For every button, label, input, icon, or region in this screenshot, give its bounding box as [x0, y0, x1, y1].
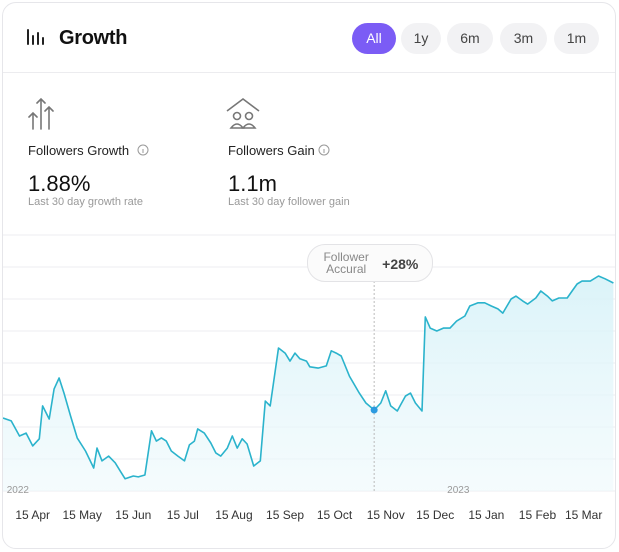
growth-icon	[27, 29, 44, 45]
x-tick-label: 15 Jun	[115, 508, 151, 522]
x-tick-label: 15 Aug	[215, 508, 252, 522]
highlight-point	[370, 406, 378, 414]
divider	[3, 72, 615, 73]
range-tab[interactable]: 1y	[401, 23, 441, 54]
range-tab[interactable]: 1m	[554, 23, 599, 54]
range-tab[interactable]: All	[352, 23, 396, 54]
stat-value: 1.1m	[228, 171, 277, 196]
range-tab[interactable]: 3m	[500, 23, 547, 54]
chart: 15 Apr 15 May 15 Jun 15 Jul 15 Aug 15 Sep 15 O…	[3, 29, 615, 522]
stat-label: Followers Growth	[28, 143, 130, 158]
year-label: 2022	[7, 485, 30, 496]
x-tick-label: 15 Sep	[266, 508, 304, 522]
stat-value: 1.88%	[28, 171, 91, 196]
year-label: 2023	[447, 485, 470, 496]
x-tick-label: 15 Nov	[367, 508, 405, 522]
area	[3, 276, 614, 491]
title: Growth	[59, 27, 128, 49]
x-tick-label: 15 Apr	[15, 508, 50, 522]
followers-gain-icon	[226, 98, 260, 129]
info-icon	[318, 144, 330, 156]
info-icon	[137, 144, 149, 156]
x-tick-label: 15 Jul	[167, 508, 199, 522]
followers-growth-icon	[28, 97, 54, 130]
x-tick-label: 15 Mar	[565, 508, 602, 522]
range-tab[interactable]: 6m	[447, 23, 493, 54]
x-tick-label: 15 Oct	[317, 508, 353, 522]
stat-caption: Last 30 day follower gain	[228, 196, 350, 208]
tooltip: Follower Accural +28%	[307, 244, 434, 282]
x-tick-label: 15 Jan	[468, 508, 504, 522]
line	[3, 275, 614, 480]
tooltip-title: Follower Accural	[323, 250, 369, 276]
tooltip-value: +28%	[382, 256, 419, 272]
stat-label: Followers Gain	[228, 143, 315, 158]
x-tick-label: 15 May	[63, 508, 102, 522]
x-tick-label: 15 Feb	[519, 508, 557, 522]
x-tick-label: 15 Dec	[416, 508, 454, 522]
stat-caption: Last 30 day growth rate	[28, 196, 143, 208]
